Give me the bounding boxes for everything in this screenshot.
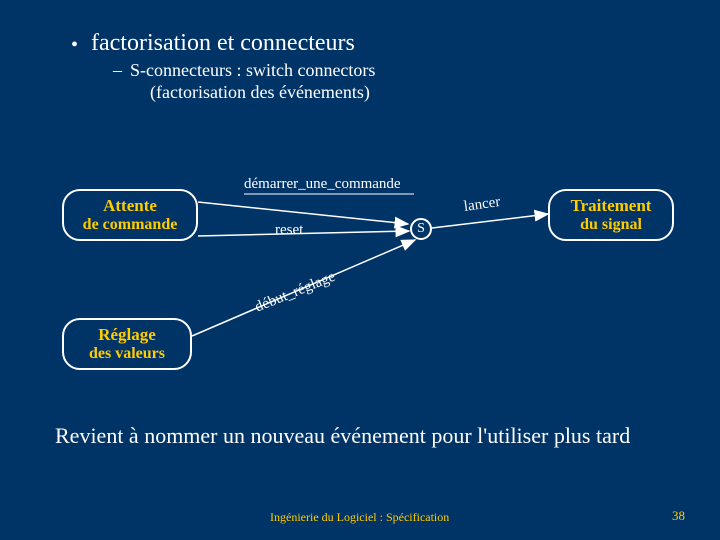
node-traitement-title: Traitement: [564, 197, 658, 216]
node-traitement: Traitement du signal: [548, 189, 674, 241]
s-connector: S: [410, 218, 432, 240]
slide: • factorisation et connecteurs – S-conne…: [0, 0, 720, 540]
node-reglage-sub: des valeurs: [78, 345, 176, 363]
bullet-main: factorisation et connecteurs: [91, 30, 355, 57]
bullet-dash: –: [113, 60, 122, 81]
node-traitement-sub: du signal: [564, 216, 658, 234]
node-attente-sub: de commande: [78, 216, 182, 234]
footer-title: Ingénierie du Logiciel : Spécification: [270, 510, 449, 525]
edge-label-demarrer: démarrer_une_commande: [244, 176, 401, 193]
node-attente: Attente de commande: [62, 189, 198, 241]
bullet-sub-2: (factorisation des événements): [150, 82, 370, 103]
edge-label-debut-reglage: début_réglage: [253, 269, 338, 317]
node-reglage-title: Réglage: [78, 326, 176, 345]
bullet-sub-1: S-connecteurs : switch connectors: [130, 60, 375, 81]
edge-label-reset: reset: [275, 222, 303, 239]
edges-svg: [0, 0, 720, 540]
bullet-dot: •: [71, 34, 78, 57]
node-reglage: Réglage des valeurs: [62, 318, 192, 370]
footer-page-number: 38: [672, 508, 685, 524]
edge-label-lancer: lancer: [463, 194, 502, 216]
node-attente-title: Attente: [78, 197, 182, 216]
conclusion-text: Revient à nommer un nouveau événement po…: [55, 422, 675, 451]
